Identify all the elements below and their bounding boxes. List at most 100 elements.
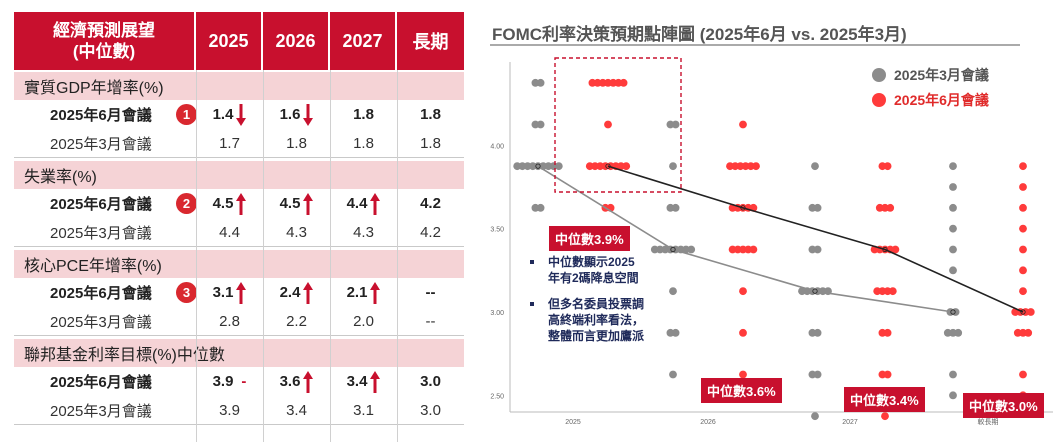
table-cell: 1.8	[263, 135, 330, 152]
row-label: 2025年3月會議	[50, 313, 152, 331]
cell-value: 1.4	[212, 106, 234, 123]
cell-value: 4.5	[279, 195, 301, 212]
chart-legend: 2025年3月會議 2025年6月會議	[872, 62, 989, 112]
dot-june	[891, 245, 900, 254]
cell-value: 2.2	[286, 312, 307, 330]
cell-value: 3.0	[420, 401, 441, 419]
cell-value: 4.4	[219, 223, 240, 241]
table-cell: 1.7	[196, 135, 263, 152]
legend-label-march: 2025年3月會議	[894, 66, 989, 83]
median-label-2027: 中位數3.4%	[844, 387, 925, 412]
note-bullet-2	[530, 302, 534, 306]
dot-march	[811, 412, 819, 421]
table-cell: 4.2	[397, 224, 464, 241]
table-cell: 4.3	[263, 224, 330, 241]
dot-june	[883, 328, 892, 337]
cell-value: --	[425, 312, 436, 330]
dot-march	[949, 370, 957, 379]
table-cell: 3.0	[397, 373, 464, 390]
number-badge: 2	[176, 193, 197, 214]
median-marker	[535, 163, 541, 169]
arrow-up-icon	[236, 192, 247, 215]
dot-march	[687, 245, 696, 254]
y-tick-label: 3.00	[490, 310, 504, 317]
table-row: 2025年6月會議 2 4.5 4.5 4.4 4.2	[14, 189, 464, 218]
dot-june	[883, 162, 892, 171]
note-bullet-1	[530, 260, 534, 264]
number-badge: 3	[176, 282, 197, 303]
arrow-down-icon	[303, 103, 314, 126]
median-line-march	[537, 165, 954, 313]
cell-value: 1.8	[353, 106, 374, 123]
cell-value: 3.6	[279, 373, 301, 390]
dot-june	[1019, 245, 1027, 254]
note2-line2: 高終端利率看法，	[548, 313, 645, 327]
dot-march	[949, 203, 957, 212]
table-cell: 1.8	[330, 106, 397, 123]
table-body: 實質GDP年增率(%) 2025年6月會議 1 1.4 1.6 1.8 1.8 2025年3月…	[14, 72, 464, 425]
y-tick-label: 4.00	[490, 143, 504, 150]
table-cell: 1.4	[196, 103, 263, 126]
dot-march	[671, 120, 680, 129]
arrow-down-icon	[236, 103, 247, 126]
dot-june	[604, 120, 612, 129]
header-label-line2: (中位數)	[72, 42, 136, 61]
median-marker	[950, 309, 956, 315]
x-tick-label: 2026	[700, 419, 716, 426]
dot-june	[739, 328, 747, 337]
legend-item-june: 2025年6月會議	[872, 87, 989, 112]
table-cell: 3.9-	[196, 373, 263, 390]
dot-june	[622, 162, 631, 171]
dot-march	[671, 328, 680, 337]
row-label: 2025年6月會議	[50, 107, 152, 124]
median-marker	[670, 246, 676, 253]
row-label: 2025年6月會議	[50, 285, 152, 302]
legend-item-march: 2025年3月會議	[872, 62, 989, 87]
y-tick-label: 2.50	[490, 393, 504, 400]
table-cell: 3.4	[263, 402, 330, 419]
cell-value: 3.4	[346, 373, 368, 390]
dot-june	[1019, 266, 1027, 275]
cell-value: 4.2	[420, 223, 441, 241]
note1-line2: 年有2碼降息空間	[548, 271, 639, 285]
dot-march	[954, 328, 963, 337]
table-cell: 3.1	[196, 281, 263, 304]
table-cell: 3.6	[263, 370, 330, 393]
y-tick-label: 3.50	[490, 227, 504, 234]
cell-value: 2.1	[346, 284, 368, 301]
row-label: 2025年3月會議	[50, 402, 152, 420]
header-label: 經濟預測展望 (中位數)	[14, 12, 196, 70]
dot-june	[752, 162, 760, 171]
arrow-up-icon	[303, 192, 314, 215]
x-tick-label: 2027	[842, 419, 858, 426]
dot-march	[671, 203, 680, 212]
median-marker	[740, 205, 746, 211]
dot-march	[536, 203, 545, 212]
dot-march	[949, 183, 957, 191]
header-col-2025: 2025	[196, 12, 263, 70]
arrow-up-icon	[303, 370, 314, 393]
section-title: 核心PCE年增率(%)	[14, 250, 464, 278]
cell-value: 4.3	[286, 223, 307, 241]
cell-value: 2.8	[219, 312, 240, 330]
table-cell: 2.0	[330, 313, 397, 330]
table-cell: 3.4	[330, 370, 397, 393]
legend-dot-grey	[872, 67, 886, 82]
median-marker	[605, 163, 611, 169]
table-cell: 3.0	[397, 402, 464, 419]
note2-line1: 但多名委員投票調	[548, 297, 645, 311]
column-divider	[263, 70, 264, 442]
cell-value: 3.0	[420, 373, 441, 390]
median-label-longrun: 中位數3.0%	[963, 393, 1044, 418]
table-cell: 1.8	[330, 135, 397, 152]
note1-line1: 中位數顯示2025	[548, 255, 635, 269]
dot-march	[536, 120, 545, 129]
economic-projections-table: 經濟預測展望 (中位數) 2025 2026 2027 長期 實質GDP年增率(…	[14, 12, 464, 442]
dot-june	[1019, 287, 1027, 296]
dot-june	[739, 370, 747, 379]
dot-june	[886, 203, 895, 212]
dot-march	[813, 328, 822, 337]
arrow-up-icon	[236, 281, 247, 304]
note2-line3: 整體而言更加鷹派	[548, 329, 645, 343]
